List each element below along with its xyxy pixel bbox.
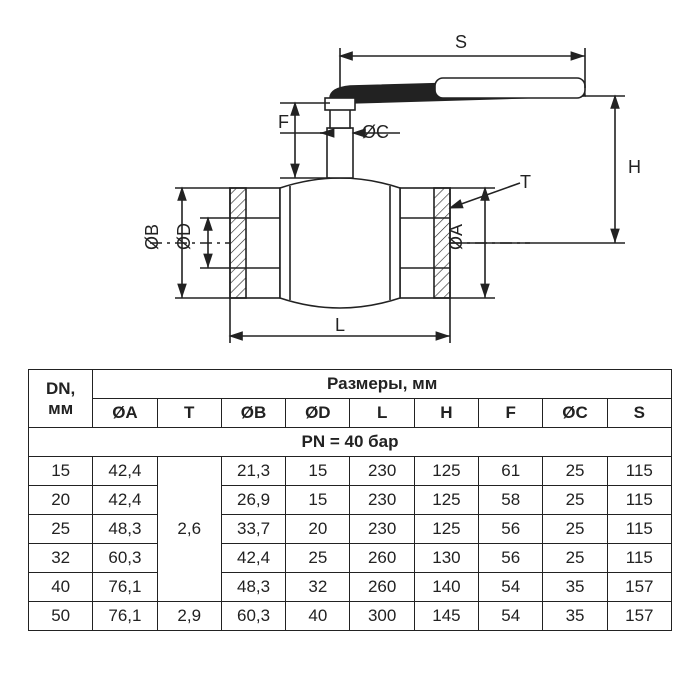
dimensions-table: DN,мм Размеры, мм ØA T ØB ØD L H F ØC S … [28, 369, 672, 631]
label-L: L [335, 315, 345, 335]
table-row: 3260,342,4252601305625115 [29, 544, 672, 573]
pn-row: PN = 40 бар [29, 428, 672, 457]
page: S H F ØC ØA T ØB ØD L DN,мм Размеры, мм … [0, 0, 700, 700]
label-T: T [520, 172, 531, 192]
table-row: 2548,333,7202301255625115 [29, 515, 672, 544]
col-dn: DN,мм [29, 370, 93, 428]
table-row: 5076,12,960,3403001455435157 [29, 602, 672, 631]
table-row: 4076,148,3322601405435157 [29, 573, 672, 602]
label-diaA: ØA [446, 224, 466, 250]
label-diaB: ØB [142, 224, 162, 250]
label-diaD: ØD [174, 223, 194, 250]
table-row: 1542,42,621,3152301256125115 [29, 457, 672, 486]
label-H: H [628, 157, 641, 177]
valve-diagram: S H F ØC ØA T ØB ØD L [28, 18, 672, 358]
header-sizes: Размеры, мм [93, 370, 672, 399]
label-S: S [455, 32, 467, 52]
table-body: 1542,42,621,31523012561251152042,426,915… [29, 457, 672, 631]
header-cols: ØA T ØB ØD L H F ØC S [29, 399, 672, 428]
label-F: F [278, 112, 289, 132]
table-row: 2042,426,9152301255825115 [29, 486, 672, 515]
label-diaC: ØC [362, 122, 389, 142]
